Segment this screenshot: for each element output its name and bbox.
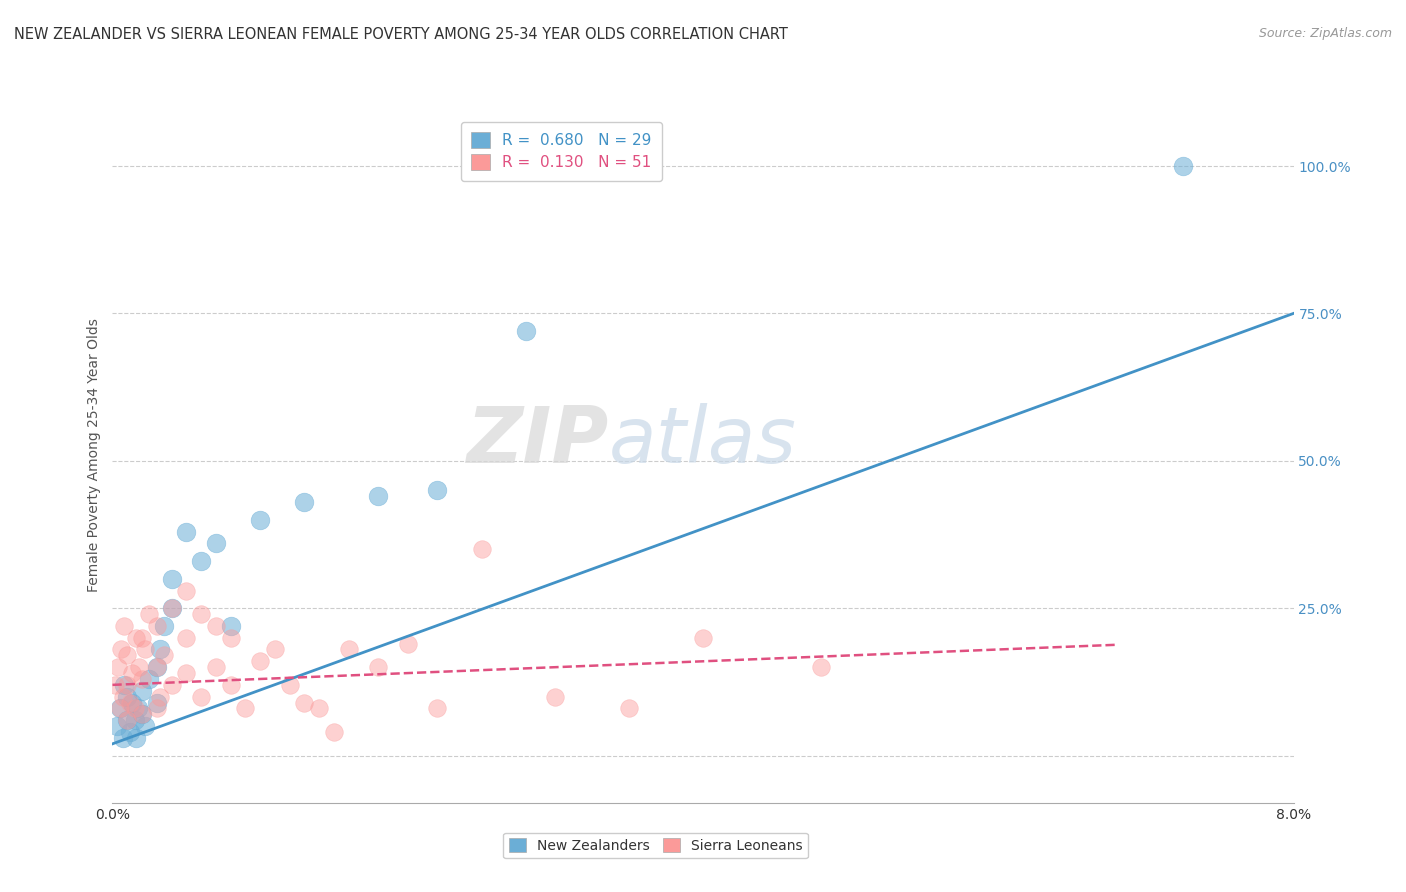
- Point: [292, 495, 315, 509]
- Point: [146, 696, 169, 710]
- Point: [124, 701, 146, 715]
- Point: [323, 725, 346, 739]
- Point: [134, 642, 156, 657]
- Point: [117, 678, 138, 692]
- Point: [264, 642, 287, 657]
- Point: [146, 619, 169, 633]
- Point: [134, 719, 156, 733]
- Point: [117, 713, 138, 727]
- Point: [121, 696, 143, 710]
- Point: [146, 660, 169, 674]
- Point: [112, 678, 135, 692]
- Point: [174, 631, 197, 645]
- Point: [125, 731, 148, 745]
- Point: [112, 619, 135, 633]
- Point: [367, 489, 389, 503]
- Text: atlas: atlas: [609, 403, 796, 479]
- Point: [160, 601, 183, 615]
- Point: [619, 701, 641, 715]
- Point: [131, 683, 153, 698]
- Point: [131, 707, 153, 722]
- Point: [219, 631, 242, 645]
- Point: [138, 672, 160, 686]
- Point: [219, 619, 242, 633]
- Point: [128, 660, 150, 674]
- Point: [124, 713, 146, 727]
- Point: [367, 660, 389, 674]
- Point: [138, 607, 160, 621]
- Point: [104, 678, 127, 692]
- Point: [117, 648, 138, 663]
- Point: [108, 701, 131, 715]
- Point: [190, 690, 212, 704]
- Point: [121, 666, 143, 681]
- Point: [692, 631, 714, 645]
- Point: [292, 696, 315, 710]
- Point: [205, 619, 228, 633]
- Point: [205, 536, 228, 550]
- Point: [1171, 159, 1194, 173]
- Point: [146, 701, 169, 715]
- Point: [160, 678, 183, 692]
- Point: [108, 701, 131, 715]
- Point: [111, 690, 134, 704]
- Point: [125, 631, 148, 645]
- Point: [153, 648, 176, 663]
- Point: [190, 607, 212, 621]
- Point: [810, 660, 832, 674]
- Point: [110, 642, 132, 657]
- Point: [149, 642, 172, 657]
- Point: [160, 572, 183, 586]
- Point: [515, 324, 537, 338]
- Legend: New Zealanders, Sierra Leoneans: New Zealanders, Sierra Leoneans: [503, 832, 808, 858]
- Point: [120, 725, 142, 739]
- Point: [426, 701, 449, 715]
- Point: [131, 631, 153, 645]
- Point: [117, 713, 138, 727]
- Point: [131, 707, 153, 722]
- Point: [278, 678, 301, 692]
- Point: [174, 524, 197, 539]
- Point: [174, 666, 197, 681]
- Point: [160, 601, 183, 615]
- Point: [131, 672, 153, 686]
- Point: [127, 701, 149, 715]
- Point: [153, 619, 176, 633]
- Point: [105, 719, 128, 733]
- Point: [471, 542, 494, 557]
- Point: [117, 690, 138, 704]
- Point: [396, 637, 419, 651]
- Point: [205, 660, 228, 674]
- Point: [426, 483, 449, 498]
- Text: NEW ZEALANDER VS SIERRA LEONEAN FEMALE POVERTY AMONG 25-34 YEAR OLDS CORRELATION: NEW ZEALANDER VS SIERRA LEONEAN FEMALE P…: [14, 27, 787, 42]
- Point: [190, 554, 212, 568]
- Point: [120, 696, 142, 710]
- Point: [219, 678, 242, 692]
- Point: [146, 660, 169, 674]
- Point: [544, 690, 567, 704]
- Y-axis label: Female Poverty Among 25-34 Year Olds: Female Poverty Among 25-34 Year Olds: [87, 318, 101, 592]
- Point: [107, 660, 129, 674]
- Point: [174, 583, 197, 598]
- Text: ZIP: ZIP: [467, 403, 609, 479]
- Point: [249, 513, 271, 527]
- Point: [111, 731, 134, 745]
- Point: [149, 690, 172, 704]
- Point: [233, 701, 256, 715]
- Point: [308, 701, 330, 715]
- Point: [337, 642, 360, 657]
- Point: [249, 654, 271, 668]
- Text: Source: ZipAtlas.com: Source: ZipAtlas.com: [1258, 27, 1392, 40]
